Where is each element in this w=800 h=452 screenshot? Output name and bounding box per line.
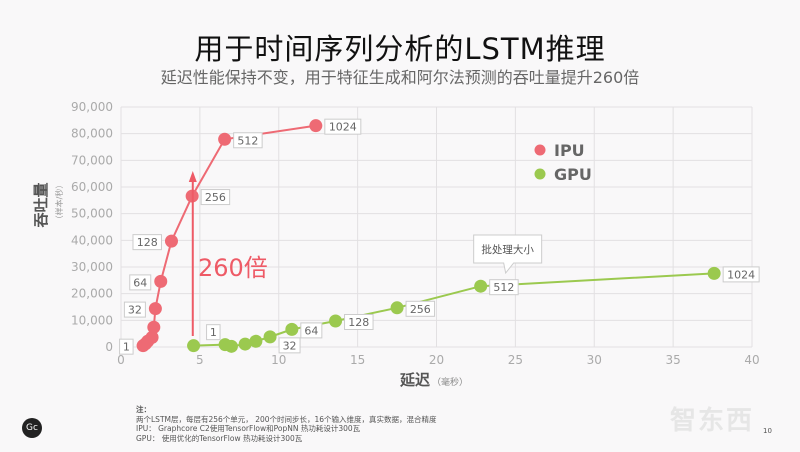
x-tick-label: 35	[665, 353, 680, 367]
data-label: 1024	[329, 121, 357, 134]
x-tick-label: 10	[271, 353, 286, 367]
data-label-box	[233, 132, 263, 149]
legend-marker-ipu	[534, 144, 546, 156]
data-label: 64	[133, 276, 147, 289]
y-tick-label: 50,000	[71, 207, 113, 221]
y-axis-title: 吞吐量	[32, 182, 50, 228]
callout-box	[473, 234, 543, 275]
note-line: GPU： 使用优化的TensorFlow 热功耗设计300瓦	[136, 433, 303, 443]
y-tick-label: 0	[105, 340, 113, 354]
data-label-box	[123, 301, 146, 318]
notes-heading: 注：	[136, 405, 151, 414]
data-point-ipu	[148, 302, 162, 316]
note-line: IPU： Graphcore C2使用TensorFlow和PopNN 热功耗设…	[136, 424, 361, 433]
page-number: 10	[763, 427, 772, 435]
data-label: 128	[348, 316, 369, 329]
data-label: 512	[493, 281, 514, 294]
data-label-box	[278, 337, 301, 354]
data-label-box	[405, 300, 436, 317]
data-label-box	[206, 324, 221, 341]
y-tick-label: 40,000	[71, 233, 113, 247]
data-point-gpu	[474, 279, 488, 293]
data-label: 256	[410, 303, 431, 316]
legend-label-ipu: IPU	[554, 141, 585, 160]
y-axis-unit: （样本/秒）	[54, 181, 64, 224]
callout-text: 批处理大小	[481, 243, 534, 256]
data-label-box	[300, 322, 323, 339]
x-tick-label: 30	[587, 353, 602, 367]
data-label-box	[722, 266, 760, 283]
footnotes: 注： 两个LSTM层，每层有256个单元， 200个时间步长，16个输入维度，真…	[136, 405, 437, 443]
y-tick-label: 70,000	[71, 153, 113, 167]
slide-subtitle: 延迟性能保持不变，用于特征生成和阿尔法预测的吞吐量提升260倍	[160, 68, 640, 87]
data-point-ipu	[147, 320, 161, 334]
data-point-gpu	[707, 266, 721, 280]
data-label: 32	[283, 339, 297, 352]
data-point-gpu	[187, 339, 201, 353]
data-point-gpu	[329, 314, 343, 328]
data-label: 1	[210, 326, 217, 339]
data-label: 32	[128, 304, 142, 317]
x-tick-label: 25	[508, 353, 523, 367]
data-point-gpu	[224, 339, 238, 353]
x-tick-label: 15	[350, 353, 365, 367]
x-tick-label: 40	[744, 353, 759, 367]
data-point-gpu	[238, 337, 252, 351]
y-tick-label: 10,000	[71, 313, 113, 327]
legend-marker-gpu	[534, 168, 546, 180]
data-label: 1	[123, 341, 130, 354]
data-label-box	[119, 338, 134, 355]
data-label-box	[489, 279, 519, 296]
data-point-ipu	[309, 119, 323, 133]
y-tick-label: 20,000	[71, 287, 113, 301]
watermark: 智东西	[670, 406, 755, 436]
x-tick-label: 0	[117, 353, 125, 367]
data-label-box	[132, 234, 162, 251]
speedup-annotation: 260倍	[198, 254, 268, 282]
data-label: 128	[137, 236, 158, 249]
data-point-gpu	[285, 322, 299, 336]
note-line: 两个LSTM层，每层有256个单元， 200个时间步长，16个输入维度，真实数据…	[136, 414, 437, 424]
x-axis-title: 延迟	[399, 371, 430, 389]
data-point-ipu	[218, 132, 232, 146]
y-tick-label: 30,000	[71, 260, 113, 274]
data-point-ipu	[164, 234, 178, 248]
data-point-gpu	[263, 330, 277, 344]
data-label: 256	[205, 191, 226, 204]
y-tick-label: 90,000	[71, 100, 113, 114]
x-tick-label: 5	[196, 353, 204, 367]
y-tick-label: 80,000	[71, 127, 113, 141]
data-label-box	[344, 314, 374, 330]
arrowhead-icon	[188, 171, 197, 182]
x-tick-label: 20	[429, 353, 444, 367]
data-point-ipu	[154, 274, 168, 288]
slide-title: 用于时间序列分析的LSTM推理	[194, 32, 606, 66]
legend-label-gpu: GPU	[554, 165, 592, 184]
graphcore-logo: Gc	[22, 418, 42, 438]
data-point-gpu	[390, 301, 404, 315]
data-point-gpu	[249, 334, 263, 348]
data-label-box	[129, 274, 152, 291]
data-label: 1024	[727, 268, 755, 281]
data-label: 512	[237, 134, 258, 147]
data-point-ipu	[145, 330, 159, 344]
data-label-box	[200, 189, 231, 206]
data-label-box	[324, 118, 362, 135]
y-tick-label: 60,000	[71, 180, 113, 194]
data-label: 64	[304, 324, 318, 337]
x-axis-unit: （毫秒）	[432, 376, 468, 388]
